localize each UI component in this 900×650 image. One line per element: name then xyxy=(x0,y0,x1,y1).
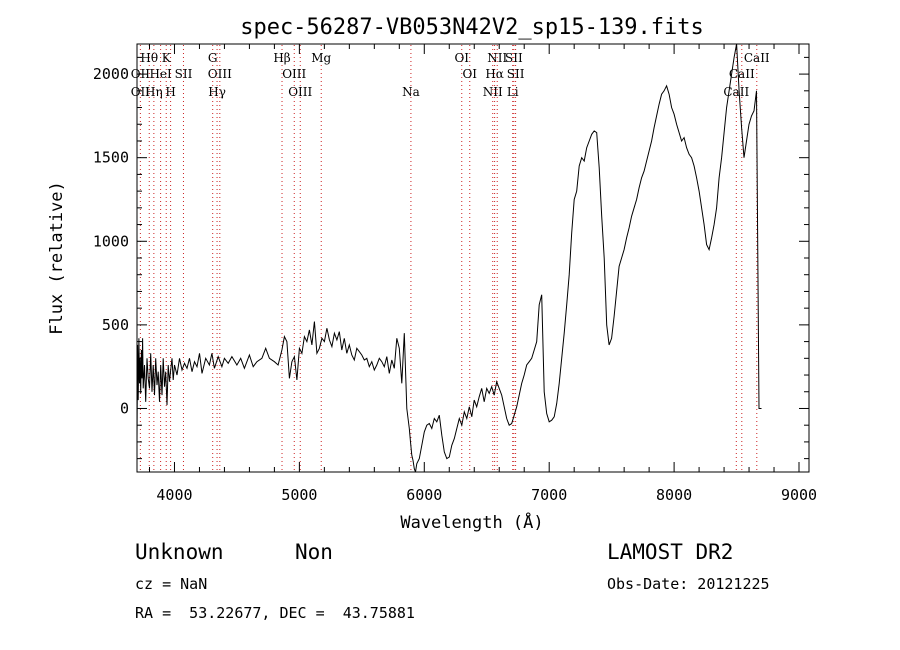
line-label: NII xyxy=(487,51,507,65)
line-label: Mg xyxy=(311,51,331,65)
y-axis: 0 500 1000 1500 2000 xyxy=(93,56,809,460)
line-markers xyxy=(139,45,758,471)
chart-title: spec-56287-VB053N42V2_sp15-139.fits xyxy=(240,15,704,40)
line-label: Hη xyxy=(145,85,163,99)
y-tick-label: 1000 xyxy=(93,232,129,250)
line-label: NII xyxy=(483,85,503,99)
x-tick-label: 8000 xyxy=(656,486,692,504)
line-labels: HθOIIOIIHηHeIKHSIIGOIIIHγHβOIIIOIIIMgNaO… xyxy=(131,51,770,99)
line-label: H xyxy=(165,85,175,99)
line-label: OIII xyxy=(282,67,306,81)
line-label: Hβ xyxy=(273,51,290,65)
y-axis-label: Flux (relative) xyxy=(47,181,67,335)
line-label: OIII xyxy=(208,67,232,81)
line-label: Hα xyxy=(485,67,504,81)
x-tick-label: 4000 xyxy=(156,486,192,504)
line-label: Hγ xyxy=(208,85,226,99)
observation-date: Obs-Date: 20121225 xyxy=(607,575,770,593)
y-tick-label: 500 xyxy=(102,316,129,334)
line-label: OII xyxy=(131,85,151,99)
spectrum-line xyxy=(136,43,762,473)
line-label: Na xyxy=(402,85,420,99)
x-tick-label: 6000 xyxy=(406,486,442,504)
line-label: Li xyxy=(507,85,519,99)
line-label: HeI xyxy=(149,67,172,81)
survey-name: LAMOST DR2 xyxy=(607,540,734,564)
line-label: OIII xyxy=(288,85,312,99)
y-tick-label: 1500 xyxy=(93,149,129,167)
spectral-subclass: Non xyxy=(295,540,333,564)
x-tick-label: 5000 xyxy=(281,486,317,504)
x-axis: 4000 5000 6000 7000 8000 9000 xyxy=(148,44,817,504)
line-label: SII xyxy=(505,51,523,65)
x-axis-label: Wavelength (Å) xyxy=(400,511,543,533)
line-label: SII xyxy=(175,67,193,81)
y-tick-label: 0 xyxy=(120,399,129,417)
line-label: OI xyxy=(454,51,469,65)
line-label: K xyxy=(162,51,172,65)
coordinates: RA = 53.22677, DEC = 43.75881 xyxy=(135,604,415,622)
line-label: Hθ xyxy=(140,51,158,65)
redshift-cz: cz = NaN xyxy=(135,575,208,593)
line-label: OII xyxy=(131,67,151,81)
spectral-class: Unknown xyxy=(135,540,224,564)
x-tick-label: 7000 xyxy=(531,486,567,504)
line-label: CaII xyxy=(723,85,749,99)
x-tick-label: 9000 xyxy=(781,486,817,504)
line-label: G xyxy=(208,51,218,65)
line-label: OI xyxy=(462,67,477,81)
line-label: SII xyxy=(507,67,525,81)
line-label: CaII xyxy=(744,51,770,65)
y-tick-label: 2000 xyxy=(93,65,129,83)
line-label: CaII xyxy=(729,67,755,81)
